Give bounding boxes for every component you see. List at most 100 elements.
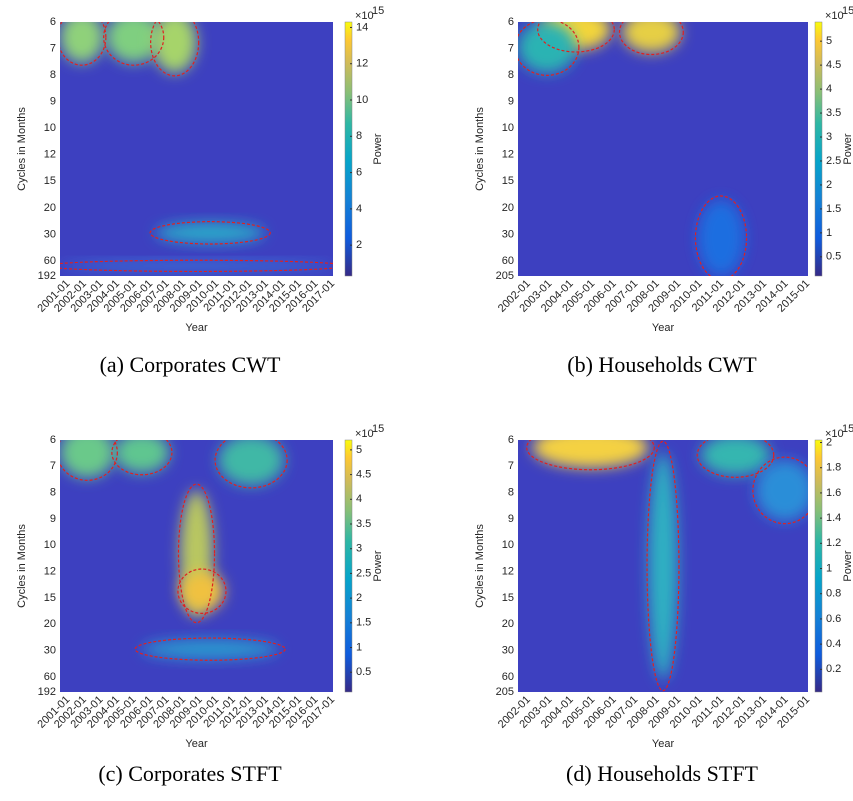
heat-blob	[106, 22, 162, 63]
y-tick-label: 10	[44, 122, 56, 134]
y-tick-label: 7	[50, 42, 56, 54]
colorbar	[814, 21, 823, 277]
colorbar-exponent: 15	[842, 423, 853, 435]
colorbar-tick-label: 8	[356, 130, 362, 142]
y-tick-label: 15	[44, 175, 56, 187]
colorbar-label: Power	[372, 550, 384, 582]
y-tick-label: 30	[44, 645, 56, 657]
y-axis-label: Cycles in Months	[16, 524, 28, 608]
y-tick-label: 8	[50, 487, 56, 499]
y-tick-label: 6	[50, 434, 56, 446]
colorbar-tick-label: 4.5	[356, 468, 371, 480]
colorbar-tick-label: 2.5	[356, 567, 371, 579]
y-tick-label: 192	[38, 270, 56, 282]
contour	[103, 22, 165, 66]
y-tick-label: 20	[502, 202, 514, 214]
colorbar-tick-label: 2	[826, 179, 832, 191]
contour	[60, 259, 333, 273]
contour	[752, 456, 808, 525]
y-tick-label: 9	[50, 513, 56, 525]
contour	[618, 22, 684, 56]
y-tick-label: 6	[50, 16, 56, 28]
colorbar-tick-label: 5	[356, 444, 362, 456]
colorbar-tick-label: 1	[826, 227, 832, 239]
colorbar-tick-label: 1.4	[826, 512, 841, 524]
colorbar-tick-label: 0.5	[826, 251, 841, 263]
y-tick-label: 7	[50, 460, 56, 472]
y-tick-label: 8	[508, 69, 514, 81]
colorbar-tick-label: 0.5	[356, 666, 371, 678]
heat-blob	[60, 260, 333, 271]
y-tick-label: 10	[502, 539, 514, 551]
y-tick-label: 12	[44, 566, 56, 578]
y-tick-label: 205	[496, 686, 514, 698]
y-tick-label: 9	[508, 513, 514, 525]
heat-blob	[180, 571, 224, 612]
y-tick-label: 7	[508, 42, 514, 54]
colorbar	[814, 439, 823, 693]
y-axis-label: Cycles in Months	[474, 107, 486, 191]
y-tick-label: 20	[44, 202, 56, 214]
contour	[214, 440, 288, 489]
colorbar-tick-label: 5	[826, 35, 832, 47]
heat-blob	[755, 460, 808, 521]
colorbar-tick-label: 6	[356, 166, 362, 178]
y-tick-label: 60	[44, 671, 56, 683]
y-axis-label: Cycles in Months	[474, 524, 486, 608]
colorbar-tick-label: 3	[356, 543, 362, 555]
colorbar-tick-label: 0.2	[826, 663, 841, 675]
colorbar-tick-label: 1.5	[356, 617, 371, 629]
contour	[134, 637, 286, 661]
y-tick-label: 15	[44, 592, 56, 604]
colorbar-tick-label: 3.5	[826, 107, 841, 119]
y-tick-label: 20	[502, 618, 514, 630]
y-axis-label: Cycles in Months	[16, 107, 28, 191]
caption: (b) Households CWT	[567, 352, 757, 377]
heat-blob	[532, 440, 649, 468]
y-tick-label: 7	[508, 460, 514, 472]
colorbar	[344, 439, 353, 693]
contour	[646, 440, 680, 692]
x-axis-label: Year	[185, 738, 208, 750]
colorbar-multiplier: ×10	[825, 428, 844, 440]
colorbar-tick-label: 4	[356, 493, 362, 505]
heat-blob	[218, 440, 284, 486]
contour	[537, 22, 615, 53]
y-tick-label: 10	[502, 122, 514, 134]
colorbar-tick-label: 2	[826, 436, 832, 448]
contour	[518, 22, 580, 76]
colorbar-tick-label: 4	[356, 203, 362, 215]
contour	[694, 195, 748, 276]
contour	[111, 440, 173, 476]
colorbar-tick-label: 1.2	[826, 537, 841, 549]
colorbar-tick-label: 1	[356, 641, 362, 653]
colorbar-multiplier: ×10	[355, 428, 374, 440]
colorbar-tick-label: 1.8	[826, 462, 841, 474]
heat-blob	[114, 440, 170, 473]
y-tick-label: 10	[44, 539, 56, 551]
y-tick-label: 9	[508, 96, 514, 108]
heat-blob	[700, 440, 771, 476]
contour	[60, 22, 107, 66]
contour	[150, 22, 200, 77]
y-tick-label: 205	[496, 270, 514, 282]
heat-blob	[60, 440, 115, 478]
contour	[60, 440, 118, 481]
contour	[696, 440, 775, 478]
y-tick-label: 30	[44, 228, 56, 240]
y-tick-label: 192	[38, 686, 56, 698]
colorbar-tick-label: 14	[356, 21, 368, 33]
colorbar-tick-label: 1	[826, 562, 832, 574]
caption: (c) Corporates STFT	[98, 761, 282, 786]
colorbar-tick-label: 1.6	[826, 487, 841, 499]
colorbar-tick-label: 0.6	[826, 613, 841, 625]
colorbar-multiplier: ×10	[355, 10, 374, 22]
heat-blob	[622, 22, 681, 53]
y-tick-label: 30	[502, 645, 514, 657]
colorbar-multiplier: ×10	[825, 10, 844, 22]
heat-blob	[697, 199, 745, 276]
caption: (a) Corporates CWT	[100, 352, 281, 377]
contour	[177, 568, 227, 614]
colorbar	[344, 21, 353, 277]
